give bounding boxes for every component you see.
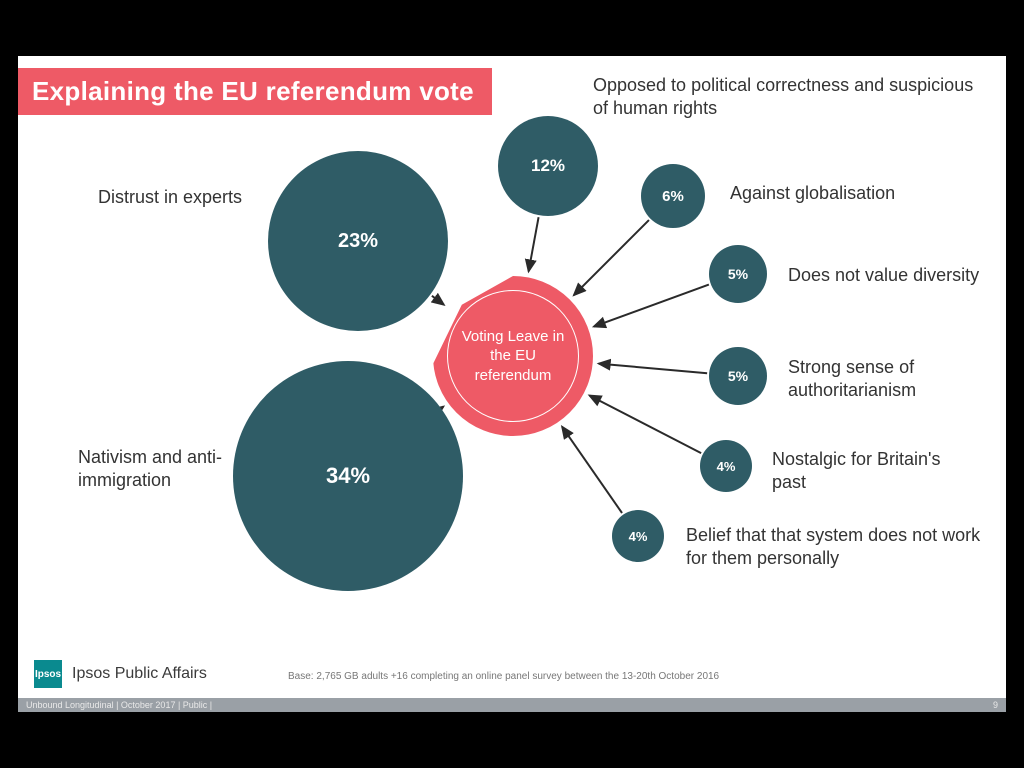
bubble-nostalgic: 4% [700,440,752,492]
arrow-pc-rights [529,217,539,271]
footnote: Base: 2,765 GB adults +16 completing an … [288,671,719,682]
bubble-pct-authoritarian: 5% [728,368,748,384]
bubble-authoritarian: 5% [709,347,767,405]
bubble-pct-system: 4% [629,529,648,544]
center-text: Voting Leave in the EU referendum [458,327,568,386]
label-globalisation: Against globalisation [730,182,980,205]
arrow-distrust [432,296,444,305]
label-authoritarian: Strong sense of authoritarianism [788,356,988,401]
label-nostalgic: Nostalgic for Britain's past [772,448,972,493]
bubble-system: 4% [612,510,664,562]
arrow-authoritarian [599,364,707,374]
arrow-globalisation [574,220,649,295]
bubble-pct-distrust: 23% [338,230,378,253]
slide-canvas: Explaining the EU referendum vote Voting… [18,56,1006,712]
arrow-nativism [443,407,444,408]
arrow-nostalgic [589,395,701,453]
footer-strip-right: 9 [993,700,998,710]
bubble-pct-nostalgic: 4% [717,459,736,474]
footer-strip-left: Unbound Longitudinal | October 2017 | Pu… [26,700,212,710]
bubble-pc-rights: 12% [498,116,598,216]
footer-strip: Unbound Longitudinal | October 2017 | Pu… [18,698,1006,712]
arrow-diversity [594,285,709,327]
bubble-diversity: 5% [709,245,767,303]
slide-title: Explaining the EU referendum vote [18,68,492,115]
brand-logo: Ipsos [34,660,62,688]
bubble-globalisation: 6% [641,164,705,228]
brand-text: Ipsos Public Affairs [72,665,207,683]
brand-block: Ipsos Ipsos Public Affairs [34,660,207,688]
label-pc-rights: Opposed to political correctness and sus… [593,74,993,119]
bubble-pct-diversity: 5% [728,266,748,282]
bubble-nativism: 34% [233,361,463,591]
label-system: Belief that that system does not work fo… [686,524,986,569]
arrow-system [562,427,622,513]
bubble-pct-pc-rights: 12% [531,156,565,176]
bubble-pct-nativism: 34% [326,463,370,489]
label-nativism: Nativism and anti-immigration [78,446,228,491]
center-core: Voting Leave in the EU referendum [448,291,578,421]
bubble-pct-globalisation: 6% [662,188,684,205]
label-distrust: Distrust in experts [98,186,268,209]
label-diversity: Does not value diversity [788,264,1008,287]
bubble-distrust: 23% [268,151,448,331]
